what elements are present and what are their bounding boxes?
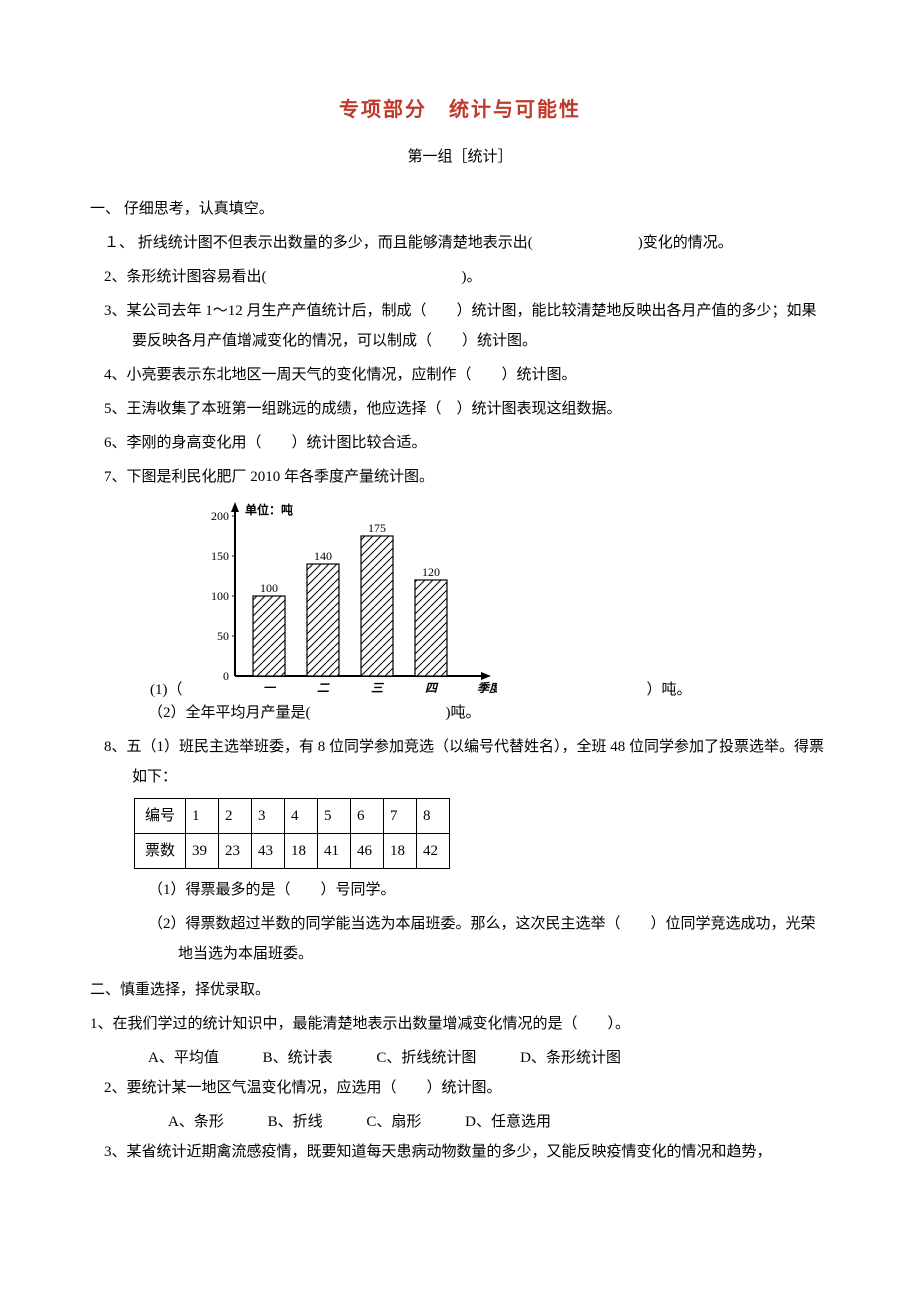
q2-2-options: A、条形 B、折线 C、扇形 D、任意选用 <box>90 1107 830 1137</box>
vote-col: 3 <box>252 799 285 834</box>
q1-7: 7、下图是利民化肥厂 2010 年各季度产量统计图。 <box>104 462 830 492</box>
opt: D、任意选用 <box>465 1107 551 1137</box>
vote-val: 41 <box>318 834 351 869</box>
main-title: 专项部分 统计与可能性 <box>90 90 830 130</box>
svg-text:二: 二 <box>316 681 329 695</box>
table-row: 编号 1 2 3 4 5 6 7 8 <box>135 799 450 834</box>
svg-text:四: 四 <box>424 681 438 695</box>
group-subtitle: 第一组［统计］ <box>90 142 830 172</box>
vote-val: 39 <box>186 834 219 869</box>
svg-text:三: 三 <box>370 681 384 695</box>
vote-val: 18 <box>285 834 318 869</box>
vote-val: 42 <box>417 834 450 869</box>
opt: C、扇形 <box>366 1107 421 1137</box>
section-1-heading: 一、 仔细思考，认真填空。 <box>90 194 830 224</box>
svg-text:175: 175 <box>368 521 386 535</box>
vote-col: 5 <box>318 799 351 834</box>
svg-text:200: 200 <box>211 509 229 523</box>
table-row: 票数 39 23 43 18 41 46 18 42 <box>135 834 450 869</box>
opt: C、折线统计图 <box>376 1043 476 1073</box>
svg-text:100: 100 <box>260 581 278 595</box>
q2-3: 3、某省统计近期禽流感疫情，既要知道每天患病动物数量的多少，又能反映疫情变化的情… <box>104 1137 830 1167</box>
vote-col: 6 <box>351 799 384 834</box>
q1-5: 5、王涛收集了本班第一组跳远的成绩，他应选择（ ）统计图表现这组数据。 <box>104 394 830 424</box>
svg-text:季度: 季度 <box>477 681 497 695</box>
opt: B、统计表 <box>263 1043 333 1073</box>
q2-2: 2、要统计某一地区气温变化情况，应选用（ ）统计图。 <box>104 1073 830 1103</box>
q7-chart-row: (1)（ 050100150200单位：吨100一140二175三120四季度 … <box>150 498 830 698</box>
vote-col: 8 <box>417 799 450 834</box>
vote-col: 4 <box>285 799 318 834</box>
q7-1-prefix: (1)（ <box>150 683 183 698</box>
opt: A、条形 <box>168 1107 224 1137</box>
q1-1: １、 折线统计图不但表示出数量的多少，而且能够清楚地表示出( )变化的情况。 <box>104 228 830 258</box>
section-2-heading: 二、慎重选择，择优录取。 <box>90 975 830 1005</box>
vote-table: 编号 1 2 3 4 5 6 7 8 票数 39 23 43 18 41 46 … <box>134 798 450 869</box>
q1-4: 4、小亮要表示东北地区一周天气的变化情况，应制作（ ）统计图。 <box>104 360 830 390</box>
vote-row-label: 票数 <box>135 834 186 869</box>
q7-2: （2）全年平均月产量是( )吨。 <box>134 698 830 728</box>
q8-2: （2）得票数超过半数的同学能当选为本届班委。那么，这次民主选举（ ）位同学竞选成… <box>134 909 830 969</box>
document-page: 专项部分 统计与可能性 第一组［统计］ 一、 仔细思考，认真填空。 １、 折线统… <box>0 0 920 1302</box>
vote-col: 7 <box>384 799 417 834</box>
q1-6: 6、李刚的身高变化用（ ）统计图比较合适。 <box>104 428 830 458</box>
opt: B、折线 <box>268 1107 323 1137</box>
q7-1-suffix: ）吨。 <box>647 683 692 698</box>
svg-text:100: 100 <box>211 589 229 603</box>
q8-1: （1）得票最多的是（ ）号同学。 <box>134 875 830 905</box>
q1-2: 2、条形统计图容易看出( )。 <box>104 262 830 292</box>
svg-text:150: 150 <box>211 549 229 563</box>
quarterly-output-bar-chart: 0 50 100 150 200 单位：吨 100 一 140 二 175 三 120 四 季度 <box>187 498 497 698</box>
vote-col: 2 <box>219 799 252 834</box>
svg-text:一: 一 <box>262 681 276 695</box>
q2-1-options: A、平均值 B、统计表 C、折线统计图 D、条形统计图 <box>90 1043 830 1073</box>
vote-val: 18 <box>384 834 417 869</box>
opt: D、条形统计图 <box>520 1043 621 1073</box>
vote-header-label: 编号 <box>135 799 186 834</box>
vote-val: 43 <box>252 834 285 869</box>
q2-1: 1、在我们学过的统计知识中，最能清楚地表示出数量增减变化情况的是（ ）。 <box>90 1009 830 1039</box>
svg-text:120: 120 <box>422 565 440 579</box>
svg-text:50: 50 <box>217 629 229 643</box>
svg-text:0: 0 <box>223 669 229 683</box>
vote-col: 1 <box>186 799 219 834</box>
vote-val: 23 <box>219 834 252 869</box>
opt: A、平均值 <box>148 1043 219 1073</box>
q1-8: 8、五（1）班民主选举班委，有 8 位同学参加竞选（以编号代替姓名），全班 48… <box>104 732 830 792</box>
svg-text:单位：吨: 单位：吨 <box>245 502 293 517</box>
q1-3: 3、某公司去年 1～12 月生产产值统计后，制成（ ）统计图，能比较清楚地反映出… <box>104 296 830 356</box>
svg-text:140: 140 <box>314 549 332 563</box>
vote-val: 46 <box>351 834 384 869</box>
